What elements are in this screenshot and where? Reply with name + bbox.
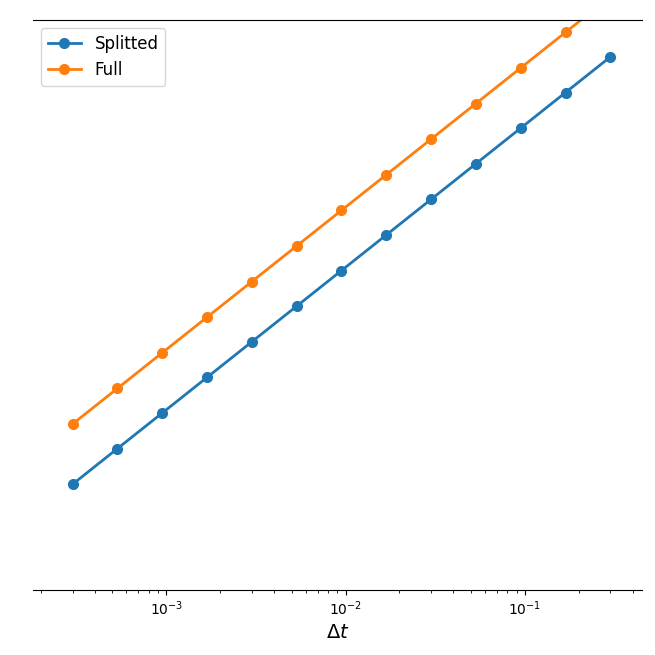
X-axis label: $\Delta t$: $\Delta t$ [326, 624, 349, 643]
Splitted [427, 195, 435, 203]
Splitted [69, 480, 77, 488]
Splitted [472, 160, 480, 168]
Splitted [113, 445, 121, 453]
Splitted [517, 124, 525, 132]
Splitted [293, 302, 301, 310]
Splitted [203, 373, 211, 381]
Splitted [337, 267, 345, 274]
Full [293, 242, 301, 250]
Full [427, 135, 435, 143]
Full [159, 349, 166, 357]
Full [203, 313, 211, 321]
Line: Full: Full [67, 0, 615, 429]
Full [517, 64, 525, 72]
Full [248, 278, 255, 286]
Full [69, 420, 77, 428]
Full [472, 100, 480, 107]
Splitted [248, 338, 255, 346]
Full [113, 384, 121, 392]
Full [561, 28, 569, 36]
Splitted [607, 53, 614, 61]
Splitted [159, 409, 166, 417]
Splitted [561, 88, 569, 96]
Full [383, 171, 390, 179]
Legend: Splitted, Full: Splitted, Full [41, 28, 165, 86]
Line: Splitted: Splitted [67, 52, 615, 489]
Full [337, 206, 345, 214]
Splitted [383, 231, 390, 239]
